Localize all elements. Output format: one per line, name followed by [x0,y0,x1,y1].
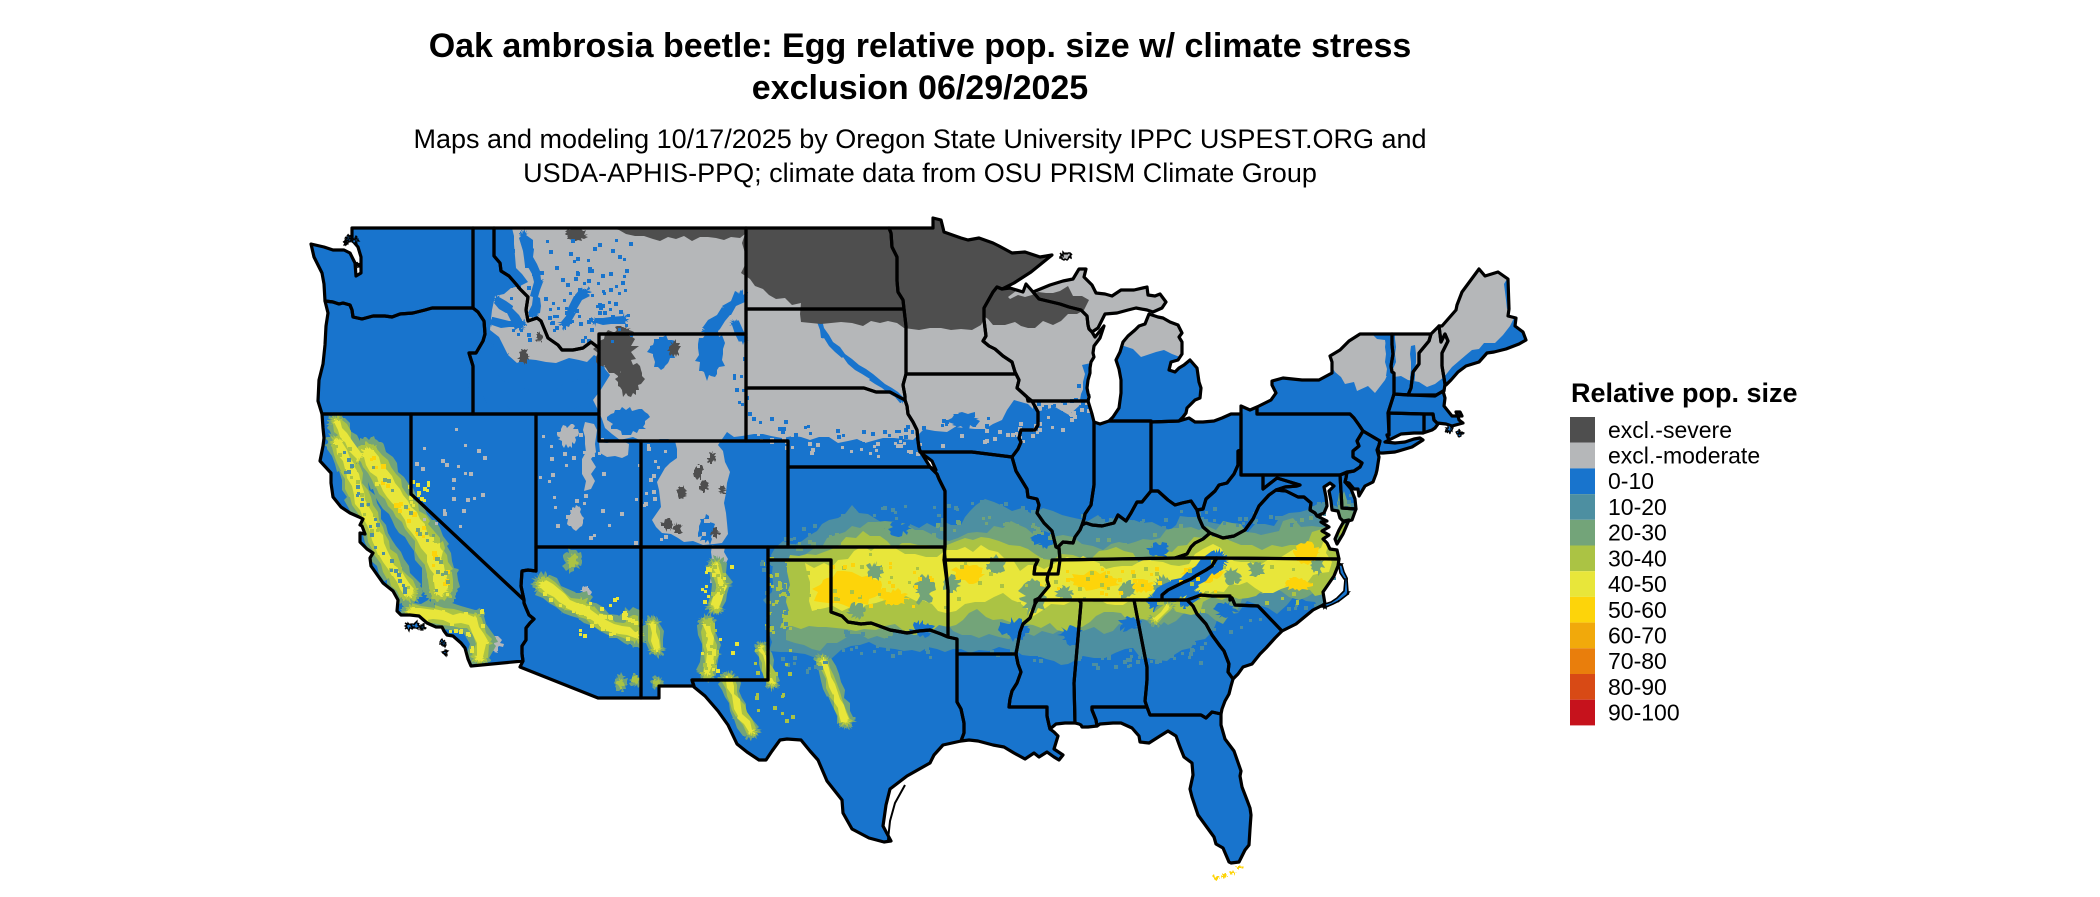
svg-text:90-100: 90-100 [1608,700,1680,726]
svg-text:50-60: 50-60 [1608,597,1667,623]
svg-text:60-70: 60-70 [1608,623,1667,649]
svg-text:Relative pop. size: Relative pop. size [1571,378,1798,408]
svg-text:10-20: 10-20 [1608,494,1667,520]
svg-text:excl.-severe: excl.-severe [1608,417,1732,443]
svg-text:80-90: 80-90 [1608,674,1667,700]
svg-text:20-30: 20-30 [1608,520,1667,546]
svg-text:40-50: 40-50 [1608,571,1667,597]
svg-text:70-80: 70-80 [1608,648,1667,674]
svg-text:excl.-moderate: excl.-moderate [1608,443,1760,469]
svg-text:30-40: 30-40 [1608,545,1667,571]
svg-text:exclusion 06/29/2025: exclusion 06/29/2025 [752,69,1088,107]
svg-text:0-10: 0-10 [1608,468,1654,494]
svg-text:Oak ambrosia beetle: Egg relat: Oak ambrosia beetle: Egg relative pop. s… [429,27,1412,65]
svg-text:Maps and modeling 10/17/2025 b: Maps and modeling 10/17/2025 by Oregon S… [413,124,1426,154]
svg-text:USDA-APHIS-PPQ; climate data f: USDA-APHIS-PPQ; climate data from OSU PR… [523,158,1317,188]
